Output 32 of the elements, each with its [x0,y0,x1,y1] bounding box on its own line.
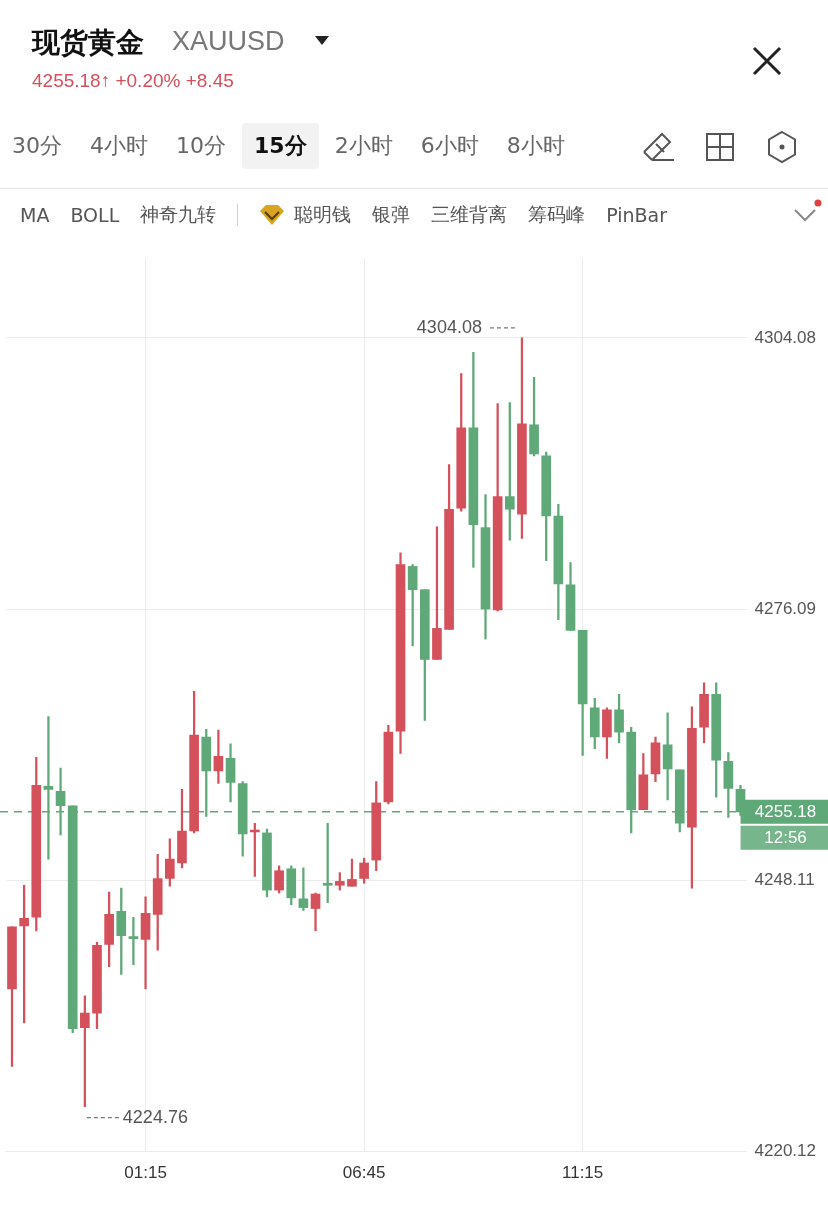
candlestick [128,916,139,966]
text: 聪明钱 [294,202,352,227]
x-tick-label: 06:45 [342,1163,386,1183]
x-tick-label: 11:15 [562,1163,604,1183]
x-tick-label: 01:15 [124,1163,167,1183]
text: 12:56 [764,828,807,848]
text: 2小时 [333,132,394,160]
candlestick [213,729,224,784]
y-tick-label: 4248.11 [754,870,815,890]
text: 筹码峰 [528,202,586,227]
text: 8小时 [505,132,566,160]
text: PinBar [606,204,668,226]
y-tick-label: 4276.09 [754,598,816,618]
text: 神奇九转 [140,202,217,227]
y-tick-label: 4220.12 [754,1141,816,1161]
text: 4255.18↑ +0.20% +8.45 [32,70,234,92]
annotation: 4224.76 [122,1106,188,1127]
text: 银弹 [372,202,411,227]
text: 6小时 [419,132,480,160]
annotation: 4304.08 [416,316,482,337]
ref-line-label: 4255.18 [754,802,817,822]
chart-subtitle: XAUUSD [172,26,285,57]
chart-title: 现货黄金 [32,25,144,61]
candlestick [140,896,151,990]
text: 三维背离 [431,202,508,227]
text: BOLL [70,204,120,226]
text: 30分 [11,132,63,160]
text: 15分 [242,123,319,169]
text: MA [20,204,50,226]
y-tick-label: 4304.08 [754,327,816,347]
text: 4小时 [89,132,149,160]
text: 10分 [175,132,227,160]
